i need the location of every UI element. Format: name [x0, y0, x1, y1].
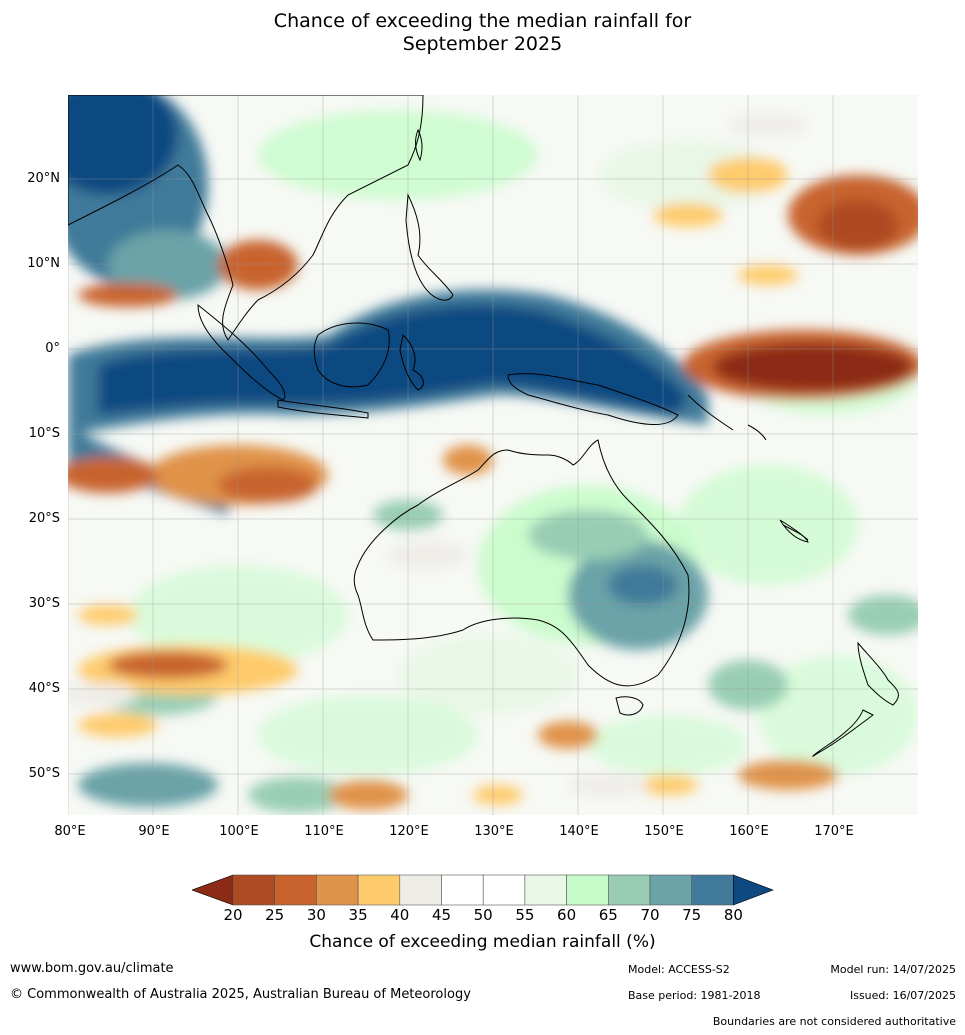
colorbar-arrow-low [191, 874, 234, 906]
model-run-text: Model run: 14/07/2025 [830, 963, 956, 976]
colorbar-box [274, 874, 317, 906]
colorbar-box [607, 874, 651, 906]
colorbar-tick-label: 35 [348, 906, 368, 924]
lat-tick-20s: 20°S [28, 511, 60, 526]
lon-tick-120e: 120°E [389, 824, 429, 839]
title-line-1: Chance of exceeding the median rainfall … [273, 10, 692, 32]
base-period-text: Base period: 1981-2018 [628, 989, 761, 1002]
colorbar-box [649, 874, 693, 906]
sulawesi-coastline [399, 333, 424, 391]
colorbar-box [399, 874, 442, 906]
new-zealand-north-island-coastline [857, 641, 899, 706]
borneo-coastline [313, 322, 390, 388]
colorbar-tick-label: 30 [306, 906, 326, 924]
taiwan-coastline [415, 128, 423, 162]
sumatra-coastline [197, 303, 286, 401]
colorbar-tick-label: 60 [557, 906, 577, 924]
colorbar-box [566, 874, 609, 906]
colorbar-tick-label: 65 [598, 906, 618, 924]
map-grid [68, 95, 918, 815]
issued-text: Issued: 16/07/2025 [849, 989, 956, 1002]
colorbar-box [316, 874, 359, 906]
bom-url[interactable]: www.bom.gov.au/climate [10, 961, 174, 976]
lat-tick-10s: 10°S [28, 426, 60, 441]
rainfall-map-svg [68, 95, 918, 815]
colorbar-tick-label: 50 [473, 906, 493, 924]
colorbar-arrow-high [733, 874, 774, 906]
colorbar-tick-label: 25 [265, 906, 285, 924]
lon-tick-150e: 150°E [644, 824, 684, 839]
new-guinea-coastline [507, 373, 679, 425]
colorbar-tick-label: 75 [682, 906, 702, 924]
new-zealand-south-island-coastline [812, 709, 874, 757]
colorbar-box [524, 874, 567, 906]
lat-tick-0: 0° [45, 341, 60, 356]
colorbar-box [357, 874, 401, 906]
lat-tick-10n: 10°N [27, 256, 60, 271]
lon-tick-140e: 140°E [559, 824, 599, 839]
colorbar-box [441, 874, 484, 906]
lon-tick-100e: 100°E [219, 824, 259, 839]
lon-tick-130e: 130°E [474, 824, 514, 839]
australia-coastline [353, 439, 690, 687]
lon-tick-80e: 80°E [54, 824, 86, 839]
colorbar-title: Chance of exceeding median rainfall (%) [309, 932, 656, 952]
new-caledonia-coastline [779, 519, 809, 543]
pacific-islands-coastline [687, 394, 809, 541]
lon-tick-160e: 160°E [729, 824, 769, 839]
colorbar-box [691, 874, 734, 906]
colorbar-tick-label: 20 [223, 906, 243, 924]
lon-tick-110e: 110°E [304, 824, 344, 839]
colorbar [191, 874, 774, 906]
anomaly-field [68, 95, 918, 813]
lat-tick-40s: 40°S [28, 681, 60, 696]
java-coastline [277, 399, 369, 419]
disclaimer-text: Boundaries are not considered authoritat… [712, 1015, 956, 1028]
colorbar-tick-label: 70 [640, 906, 660, 924]
lat-tick-50s: 50°S [28, 766, 60, 781]
se-asia-mainland-coastline [68, 95, 424, 341]
colorbar-tick-label: 55 [515, 906, 535, 924]
coastlines [68, 95, 899, 757]
philippines-coastline [405, 193, 454, 301]
colorbar-box [482, 874, 526, 906]
colorbar-tick-label: 80 [723, 906, 743, 924]
map-title: Chance of exceeding the median rainfall … [0, 10, 965, 56]
model-text: Model: ACCESS-S2 [628, 963, 730, 976]
lon-tick-170e: 170°E [814, 824, 854, 839]
colorbar-tick-label: 40 [390, 906, 410, 924]
title-line-2: September 2025 [402, 33, 563, 55]
lat-tick-20n: 20°N [27, 171, 60, 186]
colorbar-tick-label: 45 [431, 906, 452, 924]
copyright-text: © Commonwealth of Australia 2025, Austra… [10, 987, 471, 1002]
rainfall-map[interactable] [68, 95, 918, 815]
colorbar-svg [191, 874, 774, 906]
lon-tick-90e: 90°E [138, 824, 170, 839]
lat-tick-30s: 30°S [28, 596, 60, 611]
colorbar-box [232, 874, 276, 906]
tasmania-coastline [615, 696, 644, 716]
